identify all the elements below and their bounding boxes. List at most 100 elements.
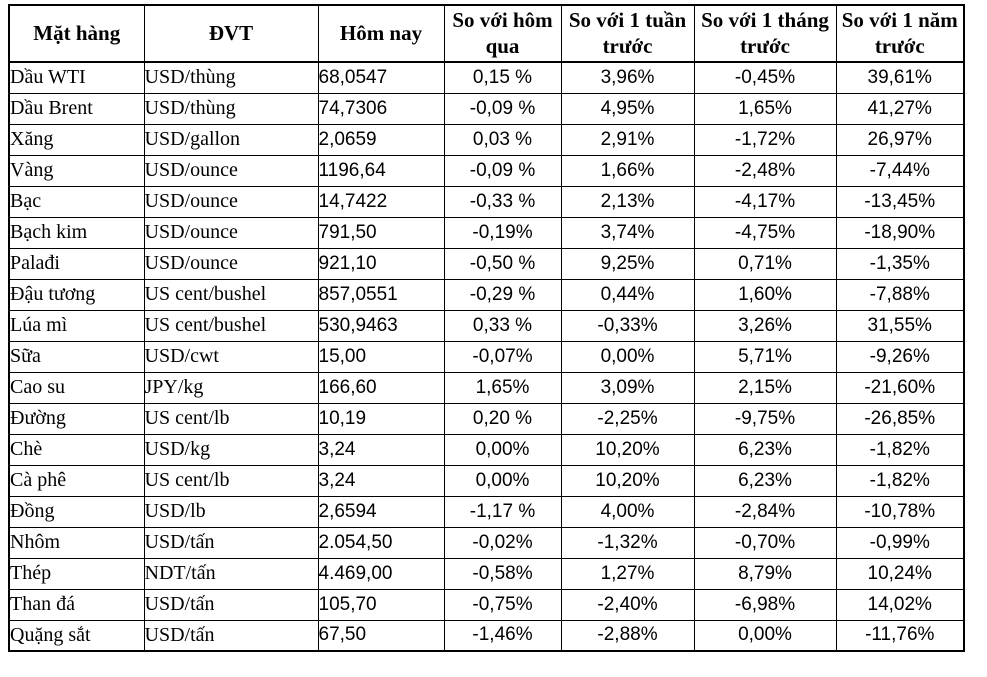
cell-so-voi-hom-qua: -0,50 %	[443, 247, 562, 280]
cell-so-voi-1-tuan-truoc: 10,20%	[560, 433, 695, 466]
cell-so-voi-1-nam-truoc: -0,99%	[835, 526, 965, 559]
cell-so-voi-1-nam-truoc: 41,27%	[835, 92, 965, 125]
cell-so-voi-1-tuan-truoc: 2,13%	[560, 185, 695, 218]
cell-hom-nay: 2.054,50	[317, 526, 445, 559]
cell-dvt: USD/tấn	[143, 526, 319, 559]
cell-so-voi-1-thang-truoc: -0,45%	[693, 61, 837, 94]
cell-so-voi-hom-qua: -0,33 %	[443, 185, 562, 218]
commodity-price-table: Mặt hàng ĐVT Hôm nay So với hôm qua So với 1…	[8, 4, 965, 653]
cell-dvt: US cent/lb	[143, 464, 319, 497]
cell-hom-nay: 14,7422	[317, 185, 445, 218]
cell-hom-nay: 67,50	[317, 619, 445, 652]
cell-mat-hang: Xăng	[8, 123, 145, 156]
cell-hom-nay: 2,0659	[317, 123, 445, 156]
cell-mat-hang: Than đá	[8, 588, 145, 621]
cell-mat-hang: Đậu tương	[8, 278, 145, 311]
cell-so-voi-1-nam-truoc: -13,45%	[835, 185, 965, 218]
cell-mat-hang: Bạch kim	[8, 216, 145, 249]
column-header-hom-nay: Hôm nay	[317, 4, 445, 64]
cell-so-voi-1-nam-truoc: 14,02%	[835, 588, 965, 621]
table-row: Cà phê US cent/lb 3,24 0,00% 10,20% 6,23% -1,8…	[8, 464, 965, 497]
cell-so-voi-hom-qua: -1,46%	[443, 619, 562, 652]
cell-dvt: USD/lb	[143, 495, 319, 528]
cell-so-voi-1-nam-truoc: -7,88%	[835, 278, 965, 311]
cell-so-voi-1-thang-truoc: 8,79%	[693, 557, 837, 590]
cell-dvt: USD/gallon	[143, 123, 319, 156]
table-row: Sữa USD/cwt 15,00 -0,07% 0,00% 5,71% -9,26%	[8, 340, 965, 373]
cell-so-voi-1-thang-truoc: 6,23%	[693, 464, 837, 497]
cell-dvt: USD/ounce	[143, 185, 319, 218]
cell-so-voi-hom-qua: -0,19%	[443, 216, 562, 249]
cell-mat-hang: Dầu Brent	[8, 92, 145, 125]
table-row: Nhôm USD/tấn 2.054,50 -0,02% -1,32% -0,70% -0,…	[8, 526, 965, 559]
cell-so-voi-hom-qua: 0,03 %	[443, 123, 562, 156]
cell-so-voi-hom-qua: 0,00%	[443, 464, 562, 497]
column-header-dvt: ĐVT	[143, 4, 319, 64]
table-row: Chè USD/kg 3,24 0,00% 10,20% 6,23% -1,82%	[8, 433, 965, 466]
cell-so-voi-1-nam-truoc: -1,82%	[835, 433, 965, 466]
cell-so-voi-hom-qua: -1,17 %	[443, 495, 562, 528]
cell-hom-nay: 166,60	[317, 371, 445, 404]
cell-hom-nay: 921,10	[317, 247, 445, 280]
cell-so-voi-1-thang-truoc: 0,71%	[693, 247, 837, 280]
cell-so-voi-1-tuan-truoc: -0,33%	[560, 309, 695, 342]
table-row: Đường US cent/lb 10,19 0,20 % -2,25% -9,75% -2…	[8, 402, 965, 435]
table-row: Dầu WTI USD/thùng 68,0547 0,15 % 3,96% -0,45%…	[8, 61, 965, 94]
cell-hom-nay: 791,50	[317, 216, 445, 249]
cell-so-voi-1-thang-truoc: -2,48%	[693, 154, 837, 187]
cell-dvt: US cent/lb	[143, 402, 319, 435]
cell-so-voi-1-tuan-truoc: 4,00%	[560, 495, 695, 528]
cell-mat-hang: Quặng sắt	[8, 619, 145, 652]
cell-so-voi-1-thang-truoc: 0,00%	[693, 619, 837, 652]
table-row: Đồng USD/lb 2,6594 -1,17 % 4,00% -2,84% -10,78…	[8, 495, 965, 528]
cell-so-voi-1-nam-truoc: 10,24%	[835, 557, 965, 590]
cell-so-voi-hom-qua: 0,20 %	[443, 402, 562, 435]
cell-so-voi-hom-qua: 1,65%	[443, 371, 562, 404]
cell-so-voi-hom-qua: -0,29 %	[443, 278, 562, 311]
cell-so-voi-1-thang-truoc: -0,70%	[693, 526, 837, 559]
cell-hom-nay: 105,70	[317, 588, 445, 621]
cell-hom-nay: 3,24	[317, 433, 445, 466]
column-header-so-voi-hom-qua: So với hôm qua	[443, 4, 562, 64]
cell-so-voi-hom-qua: -0,75%	[443, 588, 562, 621]
cell-dvt: USD/ounce	[143, 154, 319, 187]
cell-dvt: USD/kg	[143, 433, 319, 466]
table-row: Than đá USD/tấn 105,70 -0,75% -2,40% -6,98% 14…	[8, 588, 965, 621]
cell-so-voi-hom-qua: -0,09 %	[443, 92, 562, 125]
cell-so-voi-1-thang-truoc: 6,23%	[693, 433, 837, 466]
cell-so-voi-1-thang-truoc: 5,71%	[693, 340, 837, 373]
table-header: Mặt hàng ĐVT Hôm nay So với hôm qua So với 1…	[8, 4, 965, 64]
cell-so-voi-1-nam-truoc: -10,78%	[835, 495, 965, 528]
cell-so-voi-1-thang-truoc: 1,65%	[693, 92, 837, 125]
cell-so-voi-1-nam-truoc: -9,26%	[835, 340, 965, 373]
column-header-so-voi-1-tuan-truoc: So với 1 tuần trước	[560, 4, 695, 64]
cell-mat-hang: Đường	[8, 402, 145, 435]
column-header-so-voi-1-thang-truoc: So với 1 tháng trước	[693, 4, 837, 64]
cell-mat-hang: Thép	[8, 557, 145, 590]
column-header-mat-hang: Mặt hàng	[8, 4, 145, 64]
cell-dvt: USD/ounce	[143, 247, 319, 280]
cell-so-voi-1-thang-truoc: 1,60%	[693, 278, 837, 311]
cell-so-voi-1-tuan-truoc: 3,96%	[560, 61, 695, 94]
cell-so-voi-1-nam-truoc: -7,44%	[835, 154, 965, 187]
cell-dvt: US cent/bushel	[143, 278, 319, 311]
cell-dvt: USD/tấn	[143, 619, 319, 652]
cell-hom-nay: 2,6594	[317, 495, 445, 528]
table-row: Dầu Brent USD/thùng 74,7306 -0,09 % 4,95% 1,6…	[8, 92, 965, 125]
cell-mat-hang: Palađi	[8, 247, 145, 280]
cell-so-voi-1-tuan-truoc: 2,91%	[560, 123, 695, 156]
table-row: Thép NDT/tấn 4.469,00 -0,58% 1,27% 8,79% 10,24…	[8, 557, 965, 590]
cell-mat-hang: Lúa mì	[8, 309, 145, 342]
cell-so-voi-1-thang-truoc: -1,72%	[693, 123, 837, 156]
cell-dvt: USD/cwt	[143, 340, 319, 373]
cell-mat-hang: Nhôm	[8, 526, 145, 559]
cell-mat-hang: Vàng	[8, 154, 145, 187]
table-row: Lúa mì US cent/bushel 530,9463 0,33 % -0,33%…	[8, 309, 965, 342]
cell-so-voi-1-thang-truoc: -9,75%	[693, 402, 837, 435]
cell-so-voi-1-nam-truoc: -21,60%	[835, 371, 965, 404]
table-row: Bạch kim USD/ounce 791,50 -0,19% 3,74% -4,75%…	[8, 216, 965, 249]
table-row: Palađi USD/ounce 921,10 -0,50 % 9,25% 0,71% -1…	[8, 247, 965, 280]
cell-mat-hang: Dầu WTI	[8, 61, 145, 94]
cell-so-voi-hom-qua: 0,00%	[443, 433, 562, 466]
column-header-so-voi-1-nam-truoc: So với 1 năm trước	[835, 4, 965, 64]
